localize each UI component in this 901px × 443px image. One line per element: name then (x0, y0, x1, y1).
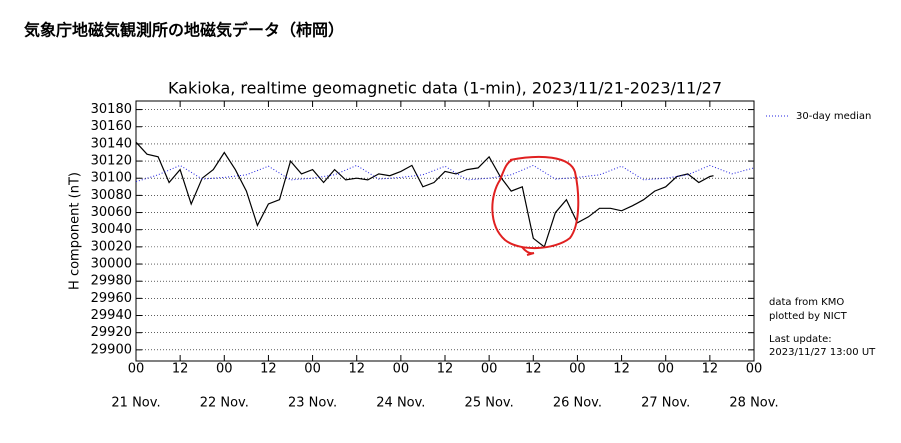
day-label: 24 Nov. (376, 396, 425, 411)
x-tick-label: 12 (437, 362, 454, 377)
day-label: 28 Nov. (729, 396, 778, 411)
note: Last update: (769, 334, 832, 345)
page-title: 気象庁地磁気観測所の地磁気データ（柿岡） (24, 21, 344, 40)
day-label: 27 Nov. (641, 396, 690, 411)
day-label: 26 Nov. (553, 396, 602, 411)
y-tick-label: 29920 (91, 325, 132, 340)
x-tick-label: 00 (393, 362, 410, 377)
x-tick-label: 12 (348, 362, 365, 377)
x-tick-label: 12 (260, 362, 277, 377)
y-tick-label: 29940 (91, 308, 132, 323)
y-tick-label: 30180 (91, 102, 132, 117)
day-label: 25 Nov. (465, 396, 514, 411)
day-label: 21 Nov. (111, 396, 160, 411)
annotation-circle (491, 155, 580, 250)
day-label: 23 Nov. (288, 396, 337, 411)
x-tick-label: 12 (525, 362, 542, 377)
x-tick-label: 00 (128, 362, 145, 377)
x-tick-label: 00 (481, 362, 498, 377)
plot-frame (135, 100, 755, 362)
x-tick-label: 12 (613, 362, 630, 377)
day-label: 22 Nov. (200, 396, 249, 411)
y-tick-label: 30040 (91, 222, 132, 237)
x-tick-label: 12 (702, 362, 719, 377)
y-tick-label: 30080 (91, 188, 132, 203)
y-tick-label: 30120 (91, 154, 132, 169)
y-tick-label: 30000 (91, 257, 132, 272)
y-tick-label: 30160 (91, 119, 132, 134)
note: 2023/11/27 13:00 UT (769, 347, 876, 358)
y-tick-label: 29960 (91, 291, 132, 306)
x-tick-label: 00 (304, 362, 321, 377)
y-tick-label: 30060 (91, 205, 132, 220)
legend-label: 30-day median (796, 111, 871, 122)
x-tick-label: 00 (569, 362, 586, 377)
data-line (135, 164, 755, 183)
x-tick-label: 12 (172, 362, 189, 377)
chart-title: Kakioka, realtime geomagnetic data (1-mi… (168, 79, 722, 98)
y-tick-label: 30100 (91, 171, 132, 186)
data-line (135, 141, 714, 248)
plot: 29900 29920 29940 29960 29980 30000 30020 30040… (91, 101, 871, 411)
x-tick-label: 00 (746, 362, 763, 377)
y-tick-label: 29900 (91, 342, 132, 357)
y-tick-label: 30020 (91, 239, 132, 254)
note: data from KMO (769, 297, 844, 308)
y-tick-label: 30140 (91, 136, 132, 151)
annotation-mark (521, 246, 535, 256)
x-tick-label: 00 (216, 362, 233, 377)
x-tick-label: 00 (657, 362, 674, 377)
y-tick-label: 29980 (91, 274, 132, 289)
note: plotted by NICT (769, 311, 848, 322)
y-axis-label: H component (nT) (68, 172, 83, 290)
